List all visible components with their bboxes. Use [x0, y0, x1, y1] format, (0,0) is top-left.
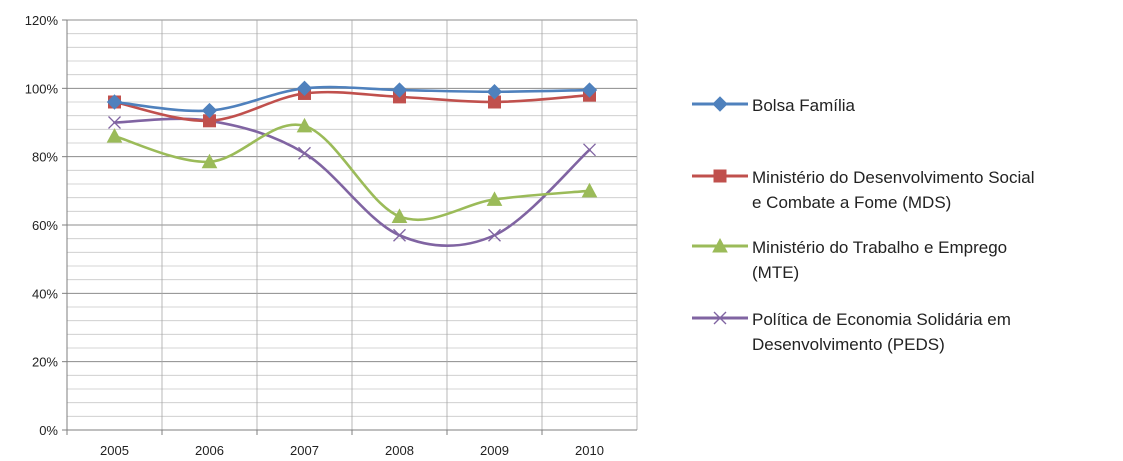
y-tick-label: 0%: [39, 423, 58, 438]
legend-point: [712, 96, 728, 112]
y-tick-label: 60%: [32, 218, 58, 233]
x-tick-label: 2006: [195, 443, 224, 458]
data-point: [391, 82, 408, 98]
x-tick-label: 2010: [575, 443, 604, 458]
data-point: [486, 191, 503, 206]
legend-point: [712, 237, 728, 253]
series-2: [106, 117, 598, 223]
data-point: [108, 116, 121, 129]
x-tick-label: 2009: [480, 443, 509, 458]
data-point: [488, 228, 501, 242]
legend-item-mds: Ministério do Desenvolvimento Social e C…: [690, 165, 1120, 215]
line-chart: 0% 20% 40% 60% 80% 100% 120% 2005 2006 2007 2008 20…: [25, 13, 638, 458]
series-line: [113, 85, 591, 113]
data-point: [296, 80, 313, 97]
data-point: [486, 84, 503, 100]
legend-marker-diamond-icon: [692, 96, 748, 112]
legend-marker-triangle-icon: [692, 237, 748, 253]
data-point: [583, 143, 596, 157]
legend-item-mte: Ministério do Trabalho e Emprego (MTE): [690, 235, 1120, 285]
x-tick-label: 2005: [100, 443, 129, 458]
y-tick-label: 20%: [32, 355, 58, 370]
data-point: [581, 82, 598, 98]
y-tick-label: 40%: [32, 286, 58, 301]
data-point: [298, 146, 311, 160]
data-point: [581, 182, 598, 198]
data-point: [106, 128, 123, 143]
legend-point: [713, 311, 727, 325]
legend-marker-square-icon: [692, 169, 748, 183]
legend-label: Política de Economia Solidária em Desenv…: [752, 310, 1011, 354]
series-0: [106, 80, 598, 119]
gridlines: [66, 19, 638, 431]
y-tick-label: 120%: [25, 13, 59, 28]
y-tick-label: 100%: [25, 81, 59, 96]
data-point: [296, 117, 313, 133]
series-line: [113, 90, 591, 123]
legend-label: Ministério do Desenvolvimento Social e C…: [752, 168, 1035, 212]
data-point: [201, 102, 218, 119]
legend-label: Ministério do Trabalho e Emprego (MTE): [752, 238, 1008, 282]
data-point: [106, 94, 123, 110]
legend-item-peds: Política de Economia Solidária em Desenv…: [690, 307, 1120, 357]
legend-label: Bolsa Família: [752, 96, 855, 115]
data-point: [201, 153, 218, 169]
legend-marker-x-icon: [692, 311, 748, 325]
x-tick-label: 2008: [385, 443, 414, 458]
x-tick-label: 2007: [290, 443, 319, 458]
chart-legend: Bolsa Família Ministério do Desenvolvime…: [690, 0, 1120, 461]
y-tick-label: 80%: [32, 150, 58, 165]
data-point: [393, 228, 406, 242]
legend-point: [713, 169, 727, 183]
data-point: [391, 208, 408, 223]
legend-item-bolsa-familia: Bolsa Família: [690, 93, 1120, 118]
